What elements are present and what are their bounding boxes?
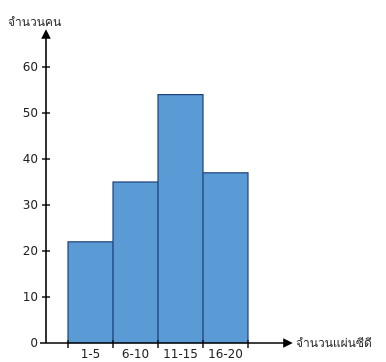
- y-tick-label: 40: [23, 152, 38, 166]
- x-tick-label: 1-5: [81, 347, 101, 361]
- x-tick-label: 6-10: [122, 347, 149, 361]
- bar-11-15: [157, 93, 204, 344]
- y-tick-label: 0: [30, 336, 38, 350]
- x-tick-label: 11-15: [163, 347, 198, 361]
- bar-16-20: [202, 172, 249, 344]
- x-tick-label: 16-20: [208, 347, 243, 361]
- bar-6-10: [112, 181, 159, 344]
- y-axis-title: จำนวนคน: [8, 15, 61, 29]
- y-tick-label: 50: [23, 106, 38, 120]
- y-tick-label: 20: [23, 244, 38, 258]
- y-tick-label: 30: [23, 198, 38, 212]
- bar-1-5: [67, 241, 114, 344]
- x-axis-title: จำนวนแผ่นซีดี: [296, 336, 372, 350]
- y-tick-label: 10: [23, 290, 38, 304]
- y-tick-label: 60: [23, 60, 38, 74]
